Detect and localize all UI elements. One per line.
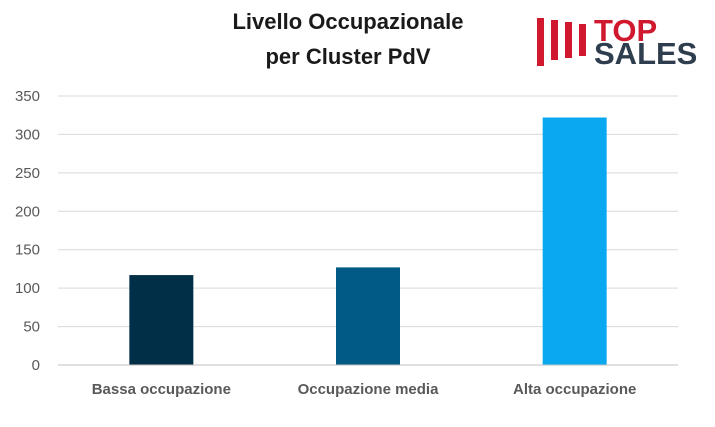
logo-bar-2 (551, 20, 558, 60)
y-tick-label: 150 (15, 242, 40, 259)
y-tick-label: 200 (15, 203, 40, 220)
y-tick-label: 0 (32, 357, 40, 374)
y-tick-label: 50 (23, 319, 40, 336)
chart-title-line-2: per Cluster PdV (265, 44, 430, 69)
y-tick-label: 250 (15, 165, 40, 182)
bar-2 (336, 267, 400, 365)
x-category-label: Bassa occupazione (92, 381, 231, 398)
logo-bar-3 (565, 22, 572, 58)
logo-bars-icon (537, 18, 586, 66)
logo-bar-1 (537, 18, 544, 66)
x-axis-categories: Bassa occupazione Occupazione media Alta o… (92, 381, 637, 398)
y-tick-label: 100 (15, 280, 40, 297)
y-tick-label: 300 (15, 126, 40, 143)
logo-text-top: TOP (594, 13, 657, 48)
top-sales-logo: TOP SALES (537, 13, 697, 71)
logo-bar-4 (579, 24, 586, 56)
bar-1 (129, 275, 194, 365)
chart-title: Livello Occupazionale per Cluster PdV (232, 9, 463, 69)
bar-3 (542, 117, 607, 366)
bars (129, 117, 607, 366)
y-tick-label: 350 (15, 88, 40, 105)
chart-title-line-1: Livello Occupazionale (232, 9, 463, 34)
logo-text-sales: SALES (594, 36, 697, 71)
x-category-label: Alta occupazione (513, 381, 636, 398)
y-axis-ticks: 0 50 100 150 200 250 300 350 (15, 88, 40, 374)
x-category-label: Occupazione media (298, 381, 440, 398)
